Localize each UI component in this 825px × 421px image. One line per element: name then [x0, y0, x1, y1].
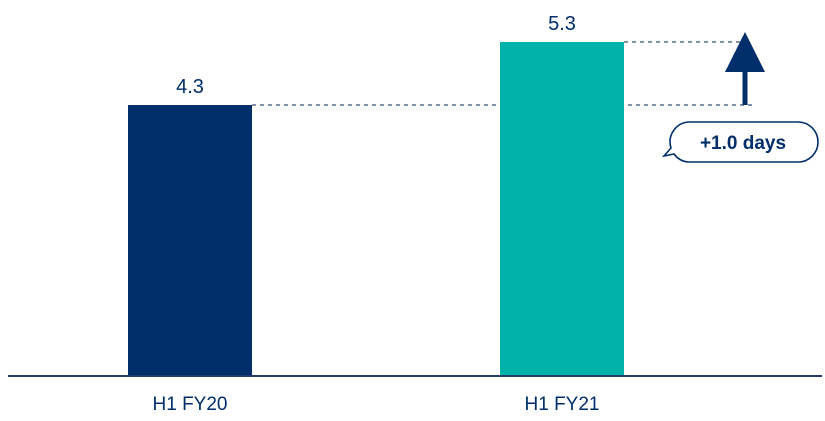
value-label-h1-fy21: 5.3 [548, 13, 576, 35]
tick-label-h1-fy20: H1 FY20 [153, 394, 228, 415]
annotation-text: +1.0 days [700, 133, 786, 154]
value-label-h1-fy20: 4.3 [176, 76, 204, 98]
bar-h1-fy20 [128, 105, 252, 377]
difference-annotation: +1.0 days [661, 121, 819, 163]
tick-label-h1-fy21: H1 FY21 [525, 394, 600, 415]
bar-h1-fy21 [500, 42, 624, 376]
annotation-bubble [661, 121, 819, 163]
